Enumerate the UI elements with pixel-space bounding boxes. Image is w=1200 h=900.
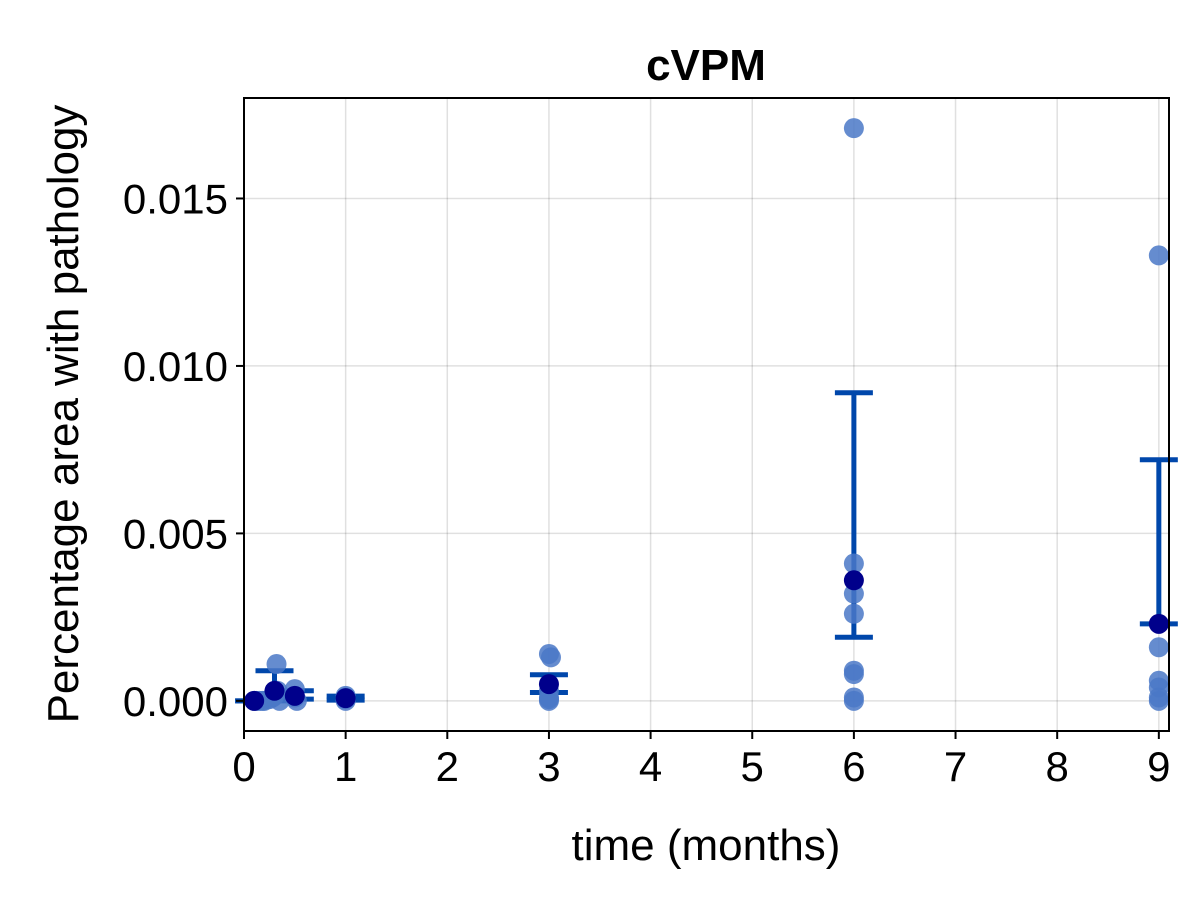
mean-point <box>538 674 559 695</box>
x-tick-label: 5 <box>741 743 764 790</box>
mean-layer <box>244 570 1169 711</box>
data-point <box>1148 245 1169 266</box>
grid-layer <box>243 98 1169 731</box>
y-tick-label: 0.005 <box>123 510 228 557</box>
x-tick-label: 9 <box>1147 743 1170 790</box>
data-point <box>843 664 864 685</box>
x-axis-label: time (months) <box>572 821 841 870</box>
mean-point <box>264 680 285 701</box>
mean-point <box>284 685 305 706</box>
x-tick-label: 4 <box>639 743 662 790</box>
data-point <box>1148 637 1169 658</box>
plot-frame <box>243 97 1170 732</box>
points-layer <box>244 118 1169 711</box>
x-tick-label: 1 <box>334 743 357 790</box>
data-point <box>843 553 864 574</box>
data-point <box>540 647 561 668</box>
mean-point <box>244 690 265 711</box>
data-point <box>843 118 864 139</box>
x-tick-label: 8 <box>1046 743 1069 790</box>
chart-title: cVPM <box>646 41 766 90</box>
mean-point <box>335 688 356 709</box>
x-tick-label: 0 <box>232 743 255 790</box>
x-tick-label: 3 <box>537 743 560 790</box>
data-point <box>1148 690 1169 711</box>
x-tick-label: 7 <box>944 743 967 790</box>
data-point <box>843 690 864 711</box>
data-point <box>538 690 559 711</box>
x-tick-label: 2 <box>436 743 459 790</box>
mean-point <box>1148 613 1169 634</box>
y-axis-label: Percentage area with pathology <box>39 105 88 724</box>
y-tick-label: 0.010 <box>123 343 228 390</box>
data-point <box>266 654 287 675</box>
ticks-layer: 0 1 2 3 4 5 6 7 8 9 0.000 0.005 0.010 0.015 <box>123 175 1171 790</box>
errorbar-layer <box>235 390 1178 704</box>
x-tick-label: 6 <box>842 743 865 790</box>
y-tick-label: 0.015 <box>123 175 228 222</box>
mean-point <box>843 570 864 591</box>
y-tick-label: 0.000 <box>123 678 228 725</box>
data-point <box>843 603 864 624</box>
